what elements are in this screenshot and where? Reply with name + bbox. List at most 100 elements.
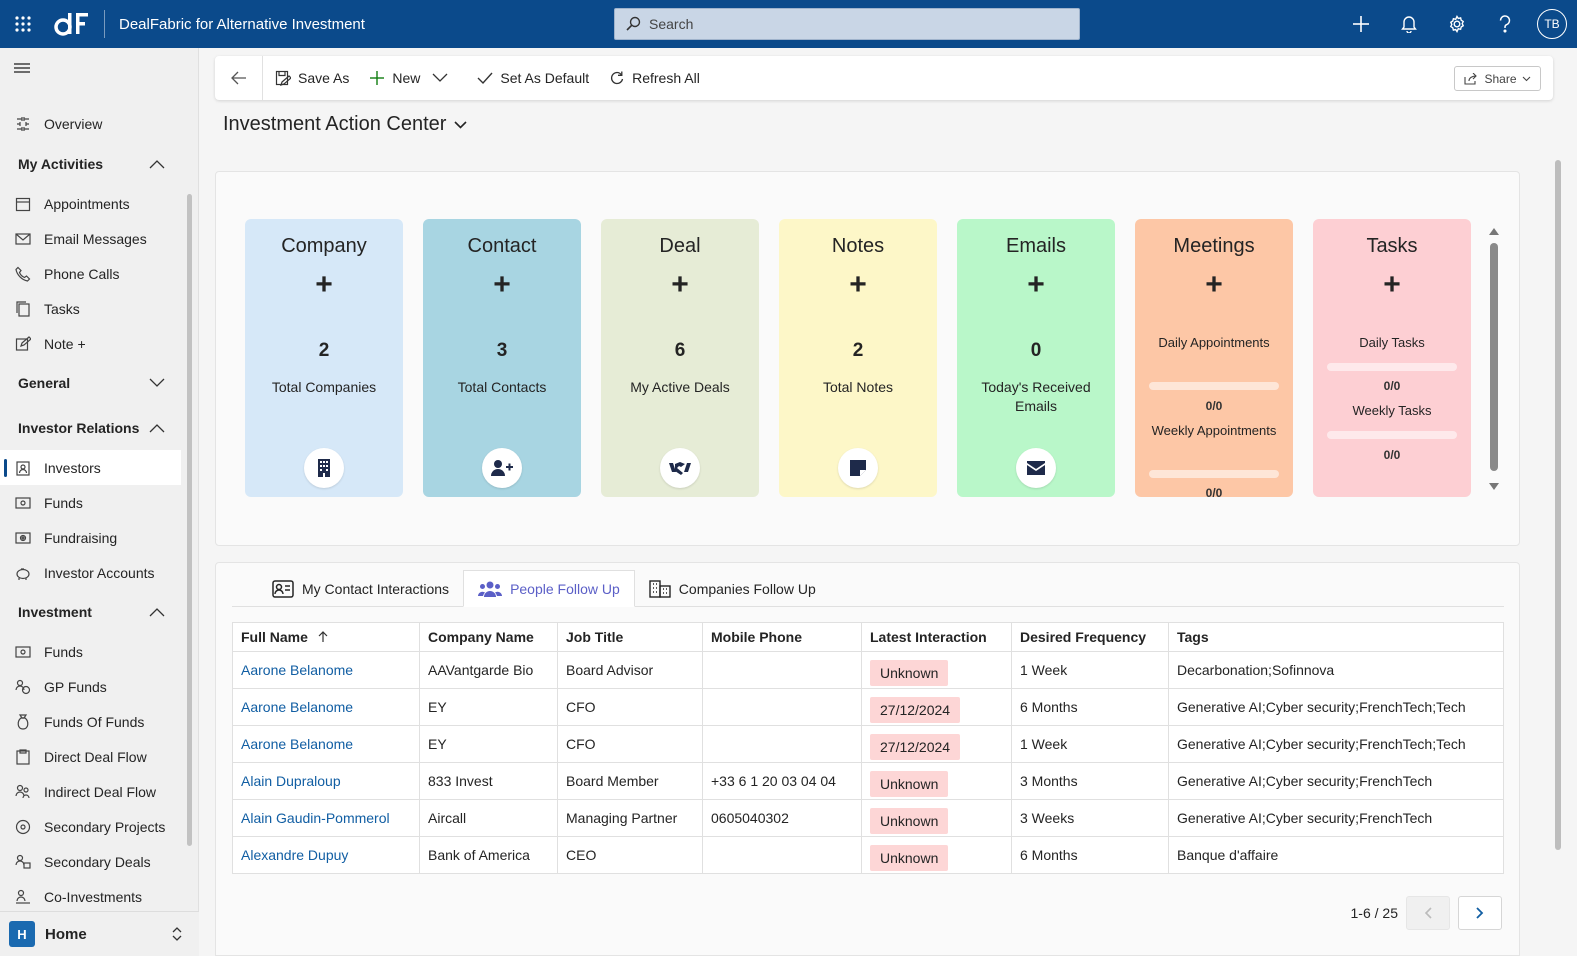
- latest-interaction-badge: Unknown: [870, 771, 949, 797]
- add-meeting-button[interactable]: +: [1205, 268, 1223, 301]
- building-icon[interactable]: [304, 448, 344, 488]
- app-launcher-icon[interactable]: [0, 0, 46, 48]
- sidebar-item-direct-deal-flow[interactable]: Direct Deal Flow: [0, 739, 181, 774]
- column-header-full-name[interactable]: Full Name: [232, 622, 420, 652]
- group-investment[interactable]: Investment: [0, 594, 181, 630]
- user-avatar[interactable]: TB: [1537, 9, 1567, 39]
- add-email-button[interactable]: +: [1027, 268, 1045, 301]
- add-company-button[interactable]: +: [315, 268, 333, 301]
- add-contact-button[interactable]: +: [493, 268, 511, 301]
- tab-companies-follow-up[interactable]: Companies Follow Up: [635, 570, 830, 607]
- column-header-latest-interaction[interactable]: Latest Interaction: [861, 622, 1012, 652]
- sidebar-scrollbar[interactable]: [187, 194, 192, 846]
- sidebar-item-funds-of-funds[interactable]: Funds Of Funds: [0, 704, 181, 739]
- table-row[interactable]: Alain Dupraloup 833 Invest Board Member …: [232, 762, 1504, 800]
- sidebar-item-tasks[interactable]: Tasks: [0, 291, 181, 326]
- main-scrollbar[interactable]: [1555, 160, 1561, 850]
- add-note-button[interactable]: +: [849, 268, 867, 301]
- previous-page-button[interactable]: [1406, 896, 1450, 930]
- full-name-link[interactable]: Aarone Belanome: [241, 662, 354, 678]
- sidebar-item-funds[interactable]: Funds: [0, 485, 181, 520]
- share-button[interactable]: Share: [1454, 66, 1541, 91]
- add-deal-button[interactable]: +: [671, 268, 689, 301]
- next-page-button[interactable]: [1458, 896, 1502, 930]
- sidebar-item-secondary-deals[interactable]: Secondary Deals: [0, 844, 181, 879]
- full-name-link[interactable]: Alexandre Dupuy: [241, 847, 349, 863]
- full-name-link[interactable]: Aarone Belanome: [241, 736, 354, 752]
- add-task-button[interactable]: +: [1383, 268, 1401, 301]
- new-button[interactable]: New: [359, 56, 424, 100]
- desired-frequency-cell: 3 Months: [1011, 762, 1169, 800]
- sidebar-item-appointments[interactable]: Appointments: [0, 186, 181, 221]
- tiles-scrollbar[interactable]: [1488, 224, 1500, 494]
- daily-tasks-progress: [1327, 363, 1457, 371]
- sidebar-item-email-messages[interactable]: Email Messages: [0, 221, 181, 256]
- tile-company[interactable]: Company + 2 Total Companies: [245, 219, 403, 497]
- column-header-mobile-phone[interactable]: Mobile Phone: [702, 622, 862, 652]
- set-as-default-button[interactable]: Set As Default: [467, 56, 599, 100]
- hamburger-menu-icon[interactable]: [12, 60, 32, 80]
- tile-notes[interactable]: Notes + 2 Total Notes: [779, 219, 937, 497]
- search-input[interactable]: Search: [614, 8, 1080, 40]
- page-range: 1-6 / 25: [1350, 905, 1398, 921]
- sidebar-item-note[interactable]: Note +: [0, 326, 181, 361]
- table-row[interactable]: Alain Gaudin-Pommerol Aircall Managing P…: [232, 799, 1504, 837]
- sidebar-item-co-investments[interactable]: Co-Investments: [0, 879, 181, 914]
- share-icon: [1464, 72, 1478, 85]
- sidebar-item-gp-funds[interactable]: GP Funds: [0, 669, 181, 704]
- sidebar-item-label: Funds Of Funds: [44, 713, 145, 730]
- tile-title: Emails: [1005, 235, 1066, 257]
- page-title[interactable]: Investment Action Center: [223, 113, 468, 136]
- tile-meetings[interactable]: Meetings + Daily Appointments 0/0 Weekly…: [1135, 219, 1293, 500]
- new-label: New: [392, 70, 421, 86]
- new-dropdown-button[interactable]: [424, 56, 467, 100]
- action-tiles-panel: Company + 2 Total Companies Contact + 3 …: [215, 171, 1520, 546]
- table-row[interactable]: Alexandre Dupuy Bank of America CEO Unkn…: [232, 836, 1504, 874]
- table-row[interactable]: Aarone Belanome EY CFO 27/12/2024 1 Week…: [232, 725, 1504, 763]
- sidebar-item-overview[interactable]: Overview: [0, 106, 181, 141]
- envelope-icon[interactable]: [1016, 448, 1056, 488]
- area-switcher[interactable]: H Home: [0, 911, 199, 956]
- company-name-cell: EY: [419, 688, 558, 726]
- tile-label: Today's Received Emails: [981, 379, 1091, 414]
- sidebar-item-indirect-deal-flow[interactable]: Indirect Deal Flow: [0, 774, 181, 809]
- group-investor-relations[interactable]: Investor Relations: [0, 410, 181, 446]
- group-general[interactable]: General: [0, 365, 181, 401]
- back-button[interactable]: [215, 56, 263, 100]
- tab-my-contact-interactions[interactable]: My Contact Interactions: [258, 570, 463, 607]
- tile-emails[interactable]: Emails + 0 Today's Received Emails: [957, 219, 1115, 497]
- help-icon[interactable]: [1481, 0, 1529, 48]
- column-header-desired-frequency[interactable]: Desired Frequency: [1011, 622, 1169, 652]
- handshake-icon[interactable]: [660, 448, 700, 488]
- note-icon[interactable]: [838, 448, 878, 488]
- weekly-appointments-value: 0/0: [1205, 486, 1223, 500]
- gear-icon[interactable]: [1433, 0, 1481, 48]
- column-header-job-title[interactable]: Job Title: [557, 622, 703, 652]
- save-as-button[interactable]: Save As: [263, 56, 359, 100]
- group-my-activities[interactable]: My Activities: [0, 146, 181, 182]
- sidebar-item-investor-accounts[interactable]: Investor Accounts: [0, 555, 181, 590]
- tile-contact[interactable]: Contact + 3 Total Contacts: [423, 219, 581, 497]
- tab-people-follow-up[interactable]: People Follow Up: [463, 570, 635, 607]
- bell-icon[interactable]: [1385, 0, 1433, 48]
- column-header-tags[interactable]: Tags: [1168, 622, 1504, 652]
- refresh-all-button[interactable]: Refresh All: [599, 56, 710, 100]
- save-as-label: Save As: [298, 70, 350, 86]
- sidebar-item-investors[interactable]: Investors: [0, 450, 181, 485]
- table-row[interactable]: Aarone Belanome EY CFO 27/12/2024 6 Mont…: [232, 688, 1504, 726]
- tile-deal[interactable]: Deal + 6 My Active Deals: [601, 219, 759, 497]
- full-name-link[interactable]: Aarone Belanome: [241, 699, 354, 715]
- full-name-link[interactable]: Alain Gaudin-Pommerol: [241, 810, 390, 826]
- table-row[interactable]: Aarone Belanome AAVantgarde Bio Board Ad…: [232, 651, 1504, 689]
- sidebar-item-phone-calls[interactable]: Phone Calls: [0, 256, 181, 291]
- sidebar-item-investment-funds[interactable]: Funds: [0, 634, 181, 669]
- column-header-company-name[interactable]: Company Name: [419, 622, 558, 652]
- sidebar-item-secondary-projects[interactable]: Secondary Projects: [0, 809, 181, 844]
- full-name-link[interactable]: Alain Dupraloup: [241, 773, 341, 789]
- add-icon[interactable]: [1337, 0, 1385, 48]
- tile-tasks[interactable]: Tasks + Daily Tasks 0/0 Weekly Tasks 0/0: [1313, 219, 1471, 497]
- add-person-icon[interactable]: [482, 448, 522, 488]
- pagination: 1-6 / 25: [1351, 896, 1502, 930]
- search-icon: [626, 16, 641, 31]
- sidebar-item-fundraising[interactable]: Fundraising: [0, 520, 181, 555]
